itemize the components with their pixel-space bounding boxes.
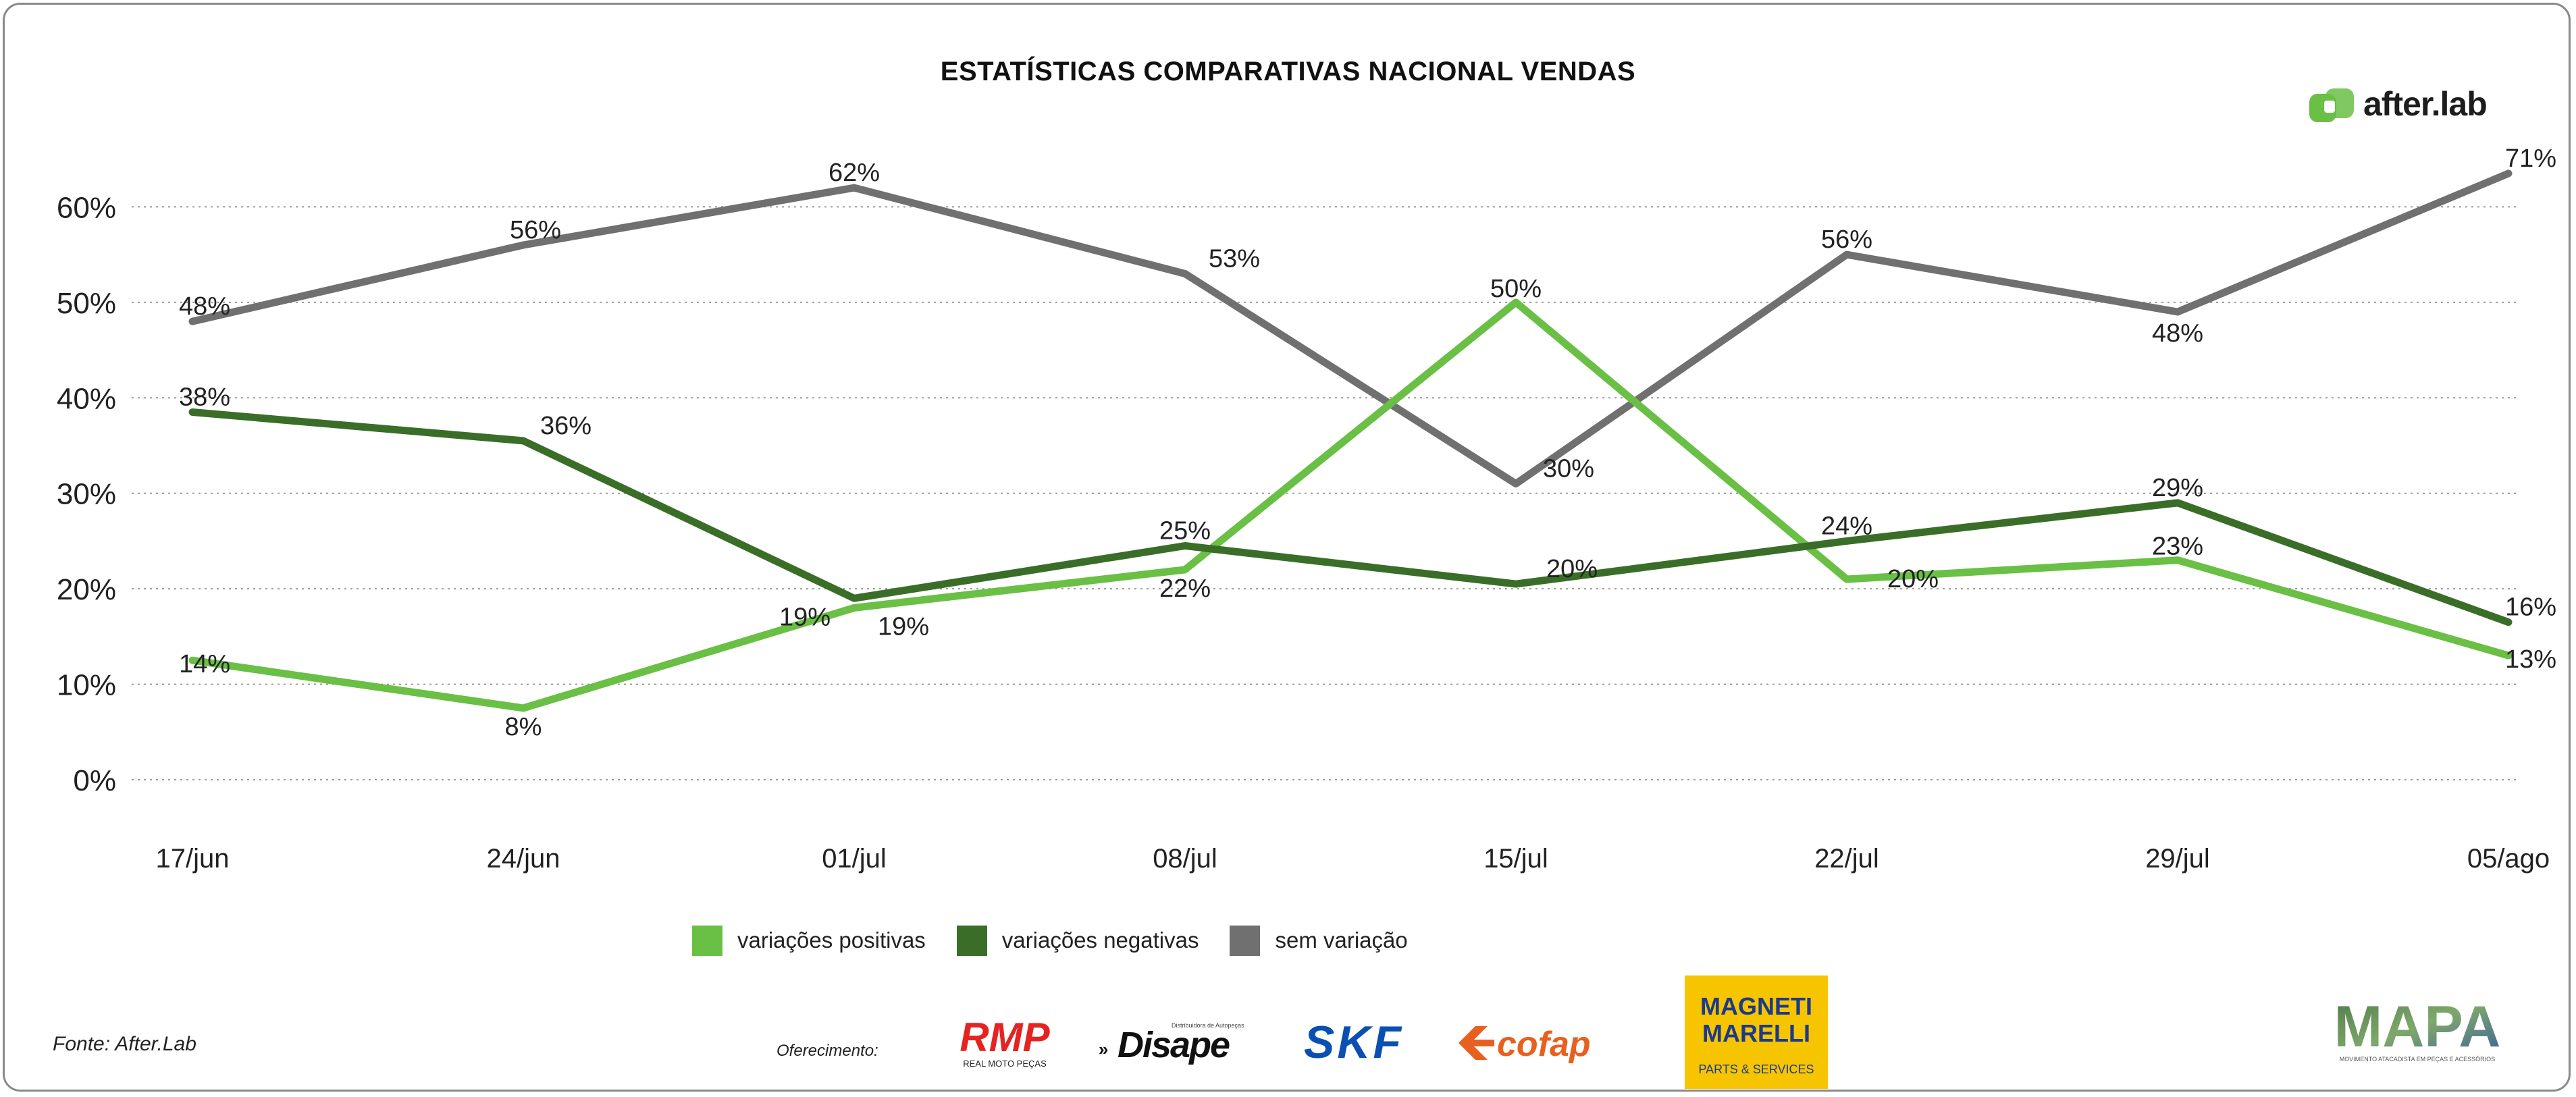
- data-label: 13%: [2505, 645, 2556, 674]
- data-label: 48%: [2152, 319, 2203, 348]
- mapa-logo-text: MAPA: [2334, 994, 2501, 1059]
- legend-label-positive: variações positivas: [737, 928, 926, 953]
- data-label: 19%: [878, 612, 929, 641]
- afterlab-logo-text: after.lab: [2363, 85, 2488, 123]
- legend-swatch-negative: [956, 925, 987, 956]
- afterlab-logo-icon: [2309, 88, 2354, 122]
- rmp-logo-subtext: REAL MOTO PEÇAS: [963, 1059, 1047, 1069]
- x-tick-label: 17/jun: [156, 844, 230, 874]
- data-label: 14%: [179, 650, 230, 678]
- source-note: Fonte: After.Lab: [53, 1033, 196, 1055]
- data-label: 36%: [540, 412, 592, 440]
- rmp-logo: RMP REAL MOTO PEÇAS: [960, 1016, 1050, 1069]
- x-tick-label: 15/jul: [1483, 844, 1548, 874]
- series-line-0: [188, 298, 2513, 712]
- y-tick-label: 30%: [57, 478, 116, 511]
- data-label: 48%: [179, 292, 230, 321]
- cofap-logo-text: cofap: [1497, 1025, 1591, 1064]
- legend-item-positive: variações positivas: [692, 925, 926, 956]
- x-tick-label: 29/jul: [2145, 844, 2210, 874]
- magneti-logo-line2: MARELLI: [1702, 1019, 1810, 1047]
- afterlab-logo: after.lab: [2309, 84, 2498, 125]
- data-label: 16%: [2505, 593, 2556, 622]
- data-label: 50%: [1490, 275, 1542, 303]
- data-label: 22%: [1159, 574, 1211, 603]
- data-label: 24%: [1821, 512, 1872, 540]
- chart-title: ESTATÍSTICAS COMPARATIVAS NACIONAL VENDA…: [940, 57, 1636, 86]
- series-line-2: [188, 169, 2513, 488]
- disape-logo-subtext: Distribuidora de Autopeças: [1172, 1022, 1244, 1029]
- x-tick-label: 08/jul: [1153, 844, 1217, 874]
- legend-item-no-change: sem variação: [1230, 925, 1408, 956]
- data-label: 20%: [1887, 565, 1939, 593]
- chart-frame: [3, 3, 2571, 1092]
- rmp-logo-text: RMP: [960, 1016, 1050, 1060]
- data-label: 56%: [1821, 225, 1872, 254]
- y-tick-label: 10%: [57, 669, 116, 702]
- data-label: 23%: [2152, 533, 2203, 561]
- x-tick-label: 24/jun: [487, 844, 560, 874]
- data-label: 71%: [2505, 144, 2556, 173]
- cofap-logo: cofap: [1458, 1025, 1591, 1064]
- skf-logo-text: SKF: [1304, 1021, 1404, 1063]
- magneti-logo-line1: MAGNETI: [1700, 992, 1812, 1020]
- disape-logo: » Disape Distribuidora de Autopeças: [1099, 1022, 1244, 1065]
- mapa-logo-subtext: MOVIMENTO ATACADISTA EM PEÇAS E ACESSÓRI…: [2340, 1056, 2495, 1063]
- data-label: 30%: [1543, 455, 1594, 483]
- data-label: 56%: [510, 216, 561, 244]
- legend-swatch-no-change: [1230, 925, 1261, 956]
- legend-item-negative: variações negativas: [956, 925, 1199, 956]
- data-label: 20%: [1546, 555, 1598, 583]
- data-label: 62%: [829, 159, 880, 187]
- x-tick-label: 22/jul: [1814, 844, 1879, 874]
- data-label: 53%: [1209, 244, 1260, 273]
- sponsor-label: Oferecimento:: [777, 1042, 878, 1060]
- data-label: 38%: [179, 383, 230, 412]
- svg-text:»: »: [1099, 1039, 1108, 1059]
- magneti-marelli-logo: MAGNETI MARELLI PARTS & SERVICES: [1685, 975, 1828, 1089]
- data-label: 19%: [779, 603, 831, 631]
- legend-swatch-positive: [692, 925, 722, 956]
- data-label: 29%: [2152, 474, 2203, 502]
- y-tick-label: 20%: [57, 573, 116, 606]
- cofap-chevron-icon: [1458, 1026, 1494, 1060]
- magneti-logo-subtext: PARTS & SERVICES: [1698, 1063, 1814, 1076]
- y-tick-label: 40%: [57, 382, 116, 415]
- legend-label-no-change: sem variação: [1275, 928, 1408, 953]
- line-chart: 0% 10% 20% 30% 40% 50% 60% 17/jun 24/jun 01/jul 0…: [57, 144, 2556, 874]
- legend: variações positivas variações negativas …: [692, 920, 1439, 961]
- data-label: 8%: [505, 713, 542, 741]
- y-tick-label: 50%: [57, 287, 116, 320]
- mapa-logo: MAPA MOVIMENTO ATACADISTA EM PEÇAS E ACE…: [2334, 994, 2501, 1063]
- y-tick-label: 0%: [73, 764, 116, 797]
- disape-logo-text: Disape: [1118, 1025, 1230, 1065]
- y-tick-label: 60%: [57, 191, 116, 224]
- series-line-1: [188, 408, 2513, 626]
- x-tick-label: 05/ago: [2467, 844, 2550, 874]
- skf-logo: SKF: [1304, 1021, 1404, 1063]
- legend-label-negative: variações negativas: [1001, 928, 1199, 953]
- data-label: 25%: [1159, 517, 1211, 545]
- x-tick-label: 01/jul: [822, 844, 887, 874]
